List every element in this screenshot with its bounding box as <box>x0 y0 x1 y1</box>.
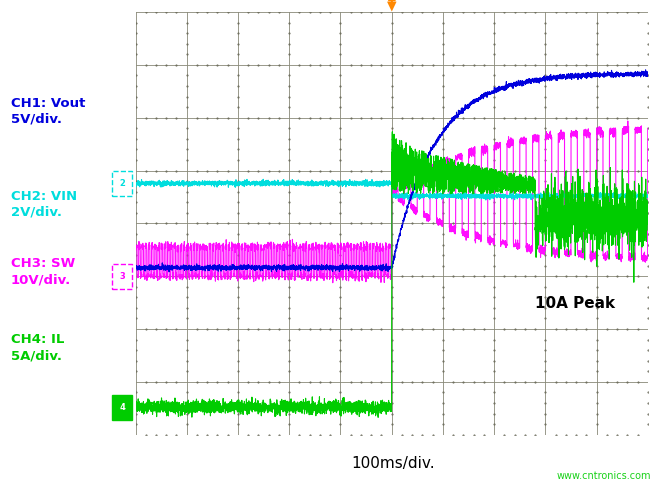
Text: CH4: IL
5A/div.: CH4: IL 5A/div. <box>11 333 64 362</box>
Text: ▼: ▼ <box>387 0 397 12</box>
Text: 10A Peak: 10A Peak <box>535 296 615 311</box>
Text: CH3: SW
10V/div.: CH3: SW 10V/div. <box>11 257 75 286</box>
Text: 2: 2 <box>119 179 125 188</box>
Text: 3: 3 <box>120 272 125 281</box>
Text: 100ms/div.: 100ms/div. <box>352 456 435 471</box>
Text: CH1: Vout
5V/div.: CH1: Vout 5V/div. <box>11 97 85 126</box>
Text: www.cntronics.com: www.cntronics.com <box>557 470 651 481</box>
Text: 4: 4 <box>119 403 125 412</box>
FancyBboxPatch shape <box>112 395 132 420</box>
Text: CH2: VIN
2V/div.: CH2: VIN 2V/div. <box>11 190 77 219</box>
Text: T: T <box>388 0 395 10</box>
